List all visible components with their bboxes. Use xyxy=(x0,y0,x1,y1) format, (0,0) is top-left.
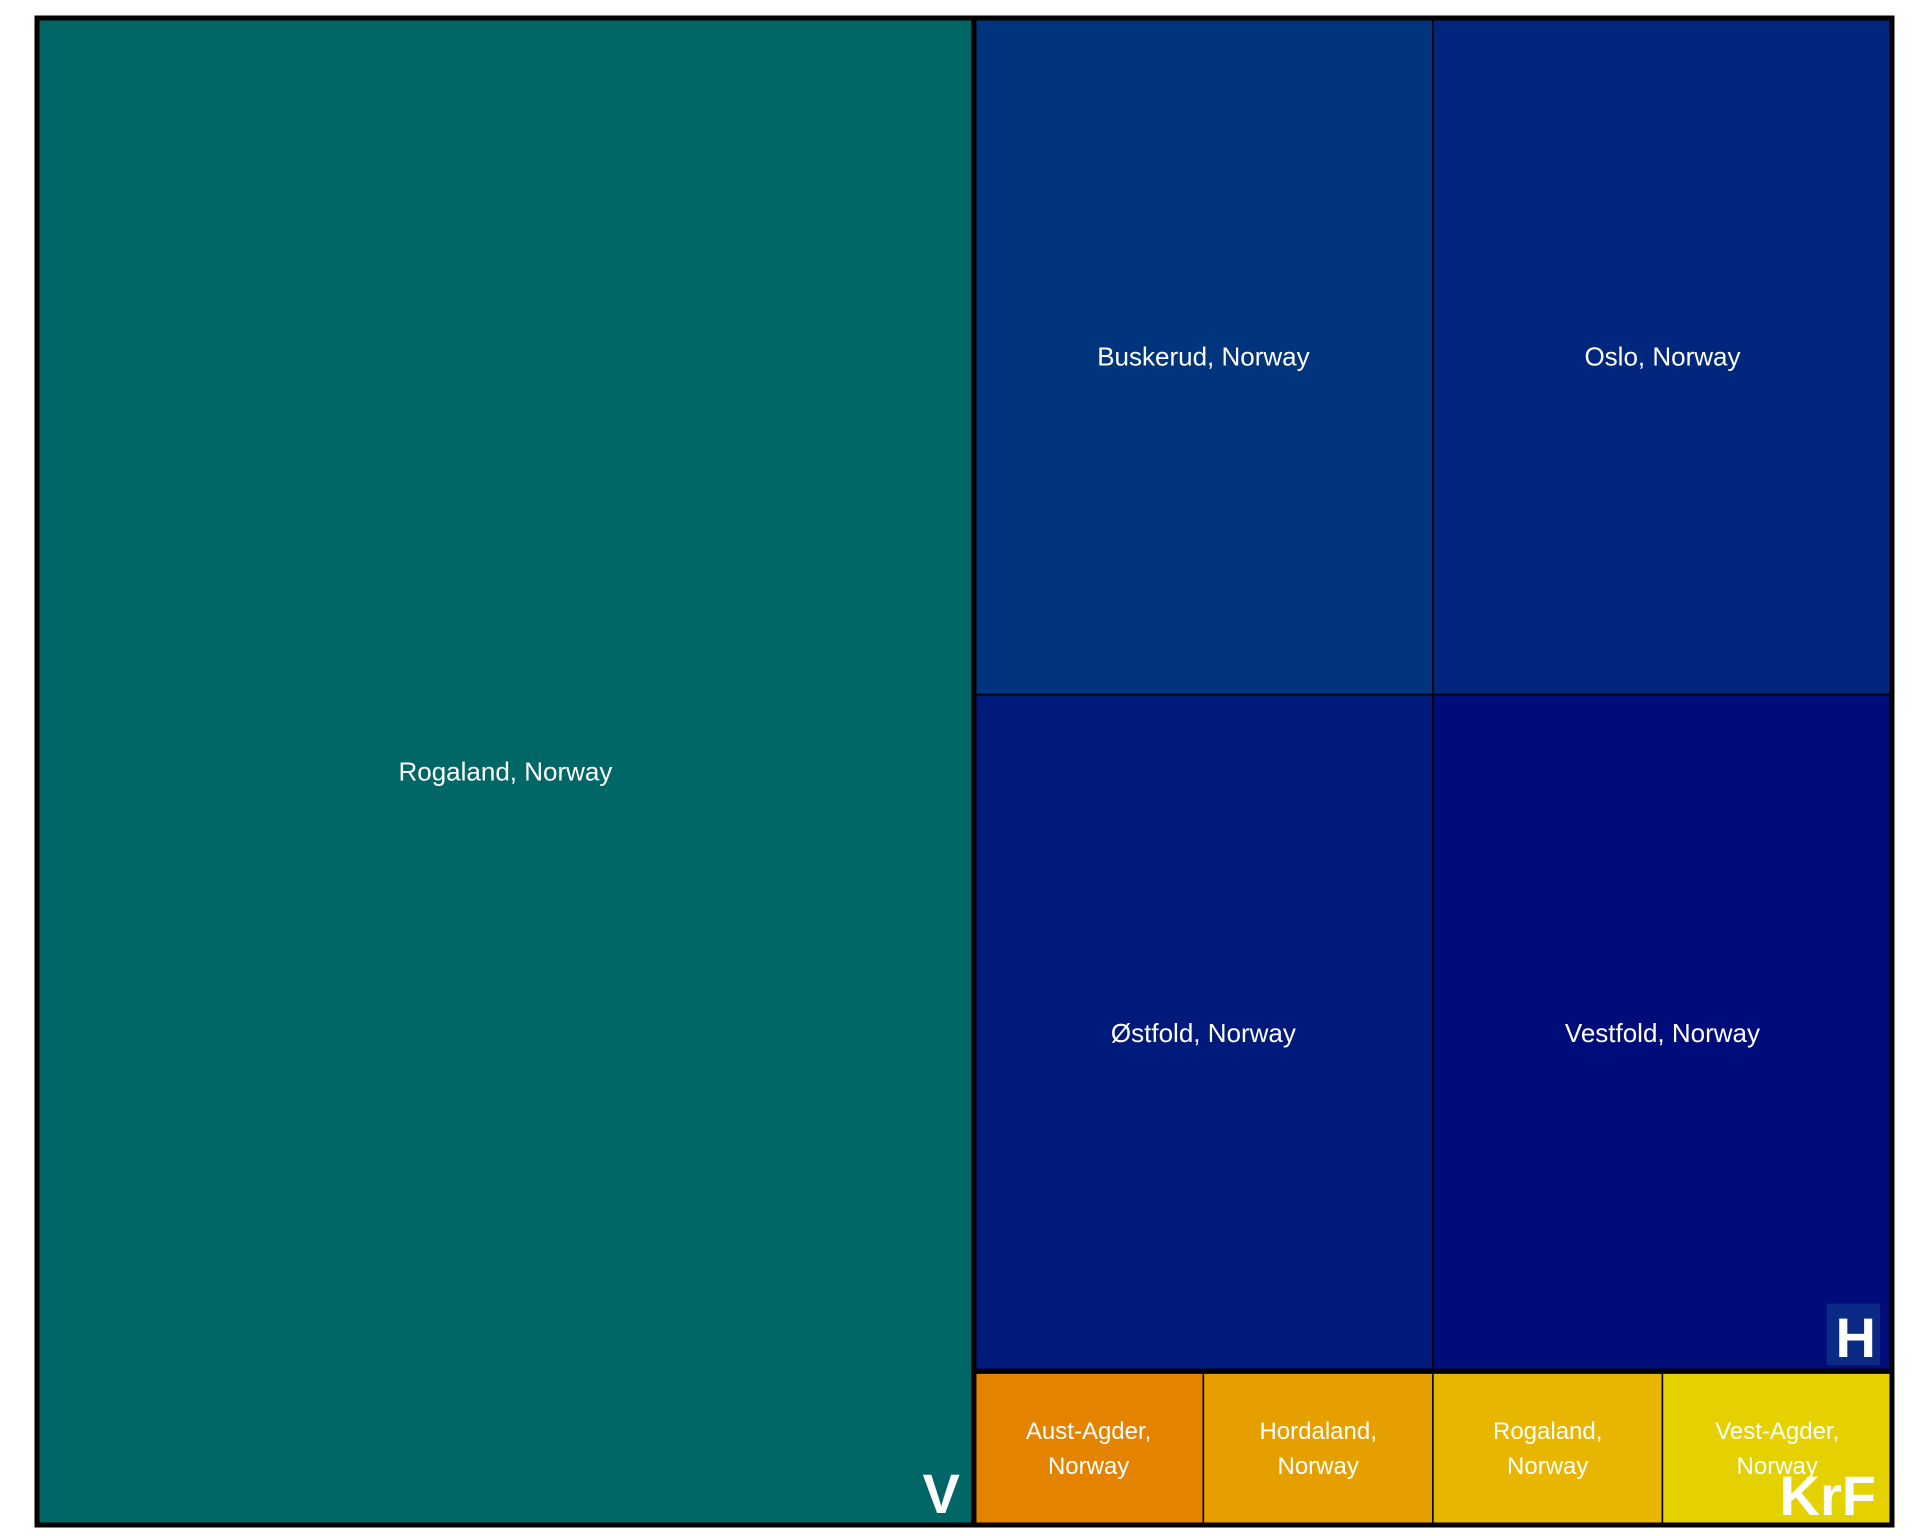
treemap-cell-rogaland-norway xyxy=(36,17,975,1526)
treemap-cell-vest-agder-norway xyxy=(1661,1370,1893,1526)
cell-label-rogaland-norway: Rogaland, Norway xyxy=(1493,1418,1602,1480)
treemap-cell-aust-agder-norway xyxy=(973,1370,1205,1526)
cell-label-vest-agder-norway: Vest-Agder, Norway xyxy=(1715,1418,1839,1480)
treemap-cell-buskerud-norway xyxy=(973,17,1434,696)
cell-label-hordaland-norway: Hordaland, Norway xyxy=(1259,1418,1376,1480)
treemap-cells xyxy=(36,17,1893,1526)
group-label-bg-h xyxy=(1826,1303,1880,1366)
group-borders xyxy=(34,15,1895,1528)
treemap-cell-hordaland-norway xyxy=(1202,1370,1434,1526)
treemap-cell-vestfold-norway xyxy=(1432,693,1893,1372)
treemap-cell-stfold-norway xyxy=(973,693,1434,1372)
group-border-krf xyxy=(971,1368,1895,1528)
cell-label-aust-agder-norway: Aust-Agder, Norway xyxy=(1026,1418,1151,1480)
treemap-labels: Rogaland, Norway Buskerud, Norway Oslo, No… xyxy=(398,341,1880,1527)
group-label-h: H xyxy=(1836,1306,1876,1369)
group-label-v: V xyxy=(923,1462,960,1525)
treemap-cell-rogaland-norway xyxy=(1432,1370,1664,1526)
group-label-krf: KrF xyxy=(1780,1464,1876,1527)
cell-label-oslo-norway: Oslo, Norway xyxy=(1584,341,1740,371)
cell-label-rogaland-norway: Rogaland, Norway xyxy=(398,757,612,787)
cell-label-buskerud-norway: Buskerud, Norway xyxy=(1097,341,1309,371)
cell-label-vestfold-norway: Vestfold, Norway xyxy=(1565,1018,1760,1048)
cell-label-stfold-norway: Østfold, Norway xyxy=(1111,1018,1296,1048)
